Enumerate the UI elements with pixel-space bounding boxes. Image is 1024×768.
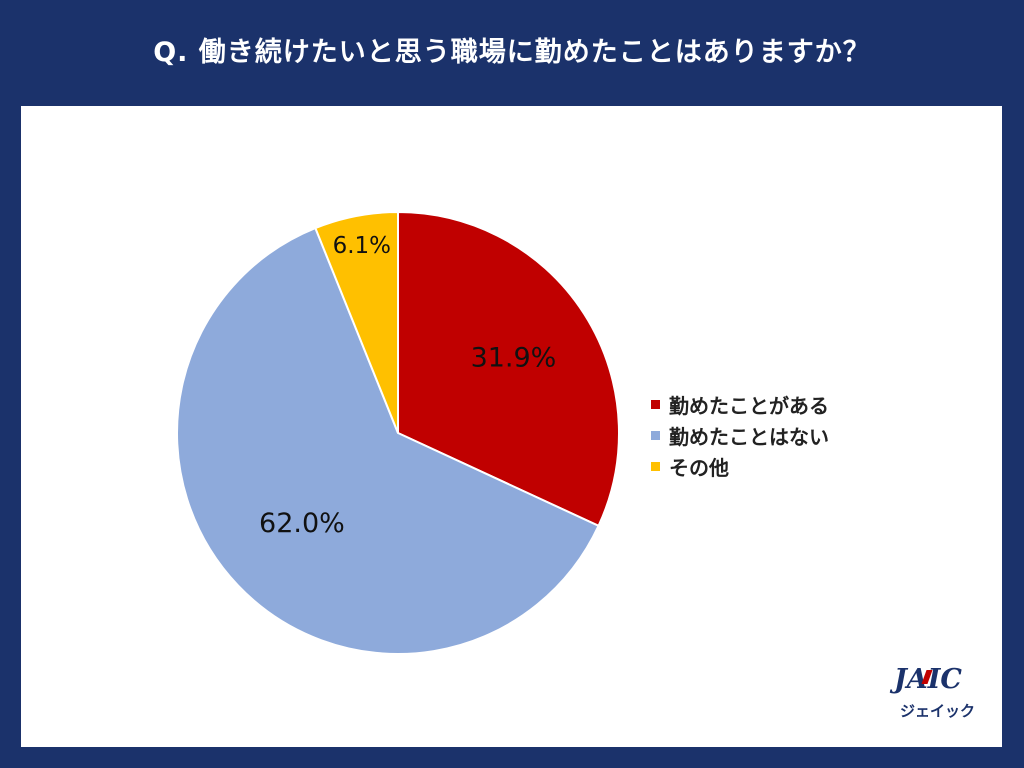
slice-value-label-3: 6.1% [333,233,391,259]
legend-item-2: 勤めたことはない [651,420,911,451]
legend-item-3: その他 [651,451,911,482]
pie-slice-1 [397,210,620,528]
logo-sub-text: ジェイック [900,702,976,720]
legend-swatch [651,462,660,471]
slice-value-label-1: 31.9% [471,343,557,374]
legend-swatch [651,431,660,440]
legend-label: 勤めたことはない [669,425,829,449]
pie-chart: 31.9% 62.0% 6.1% [176,210,620,655]
legend-label: その他 [669,456,729,480]
legend-label: 勤めたことがある [669,394,829,418]
pie-slice-3 [314,210,399,434]
legend-swatch [651,400,660,409]
chart-legend: 勤めたことがある 勤めたことはない その他 [651,389,911,482]
pie-slice-2 [176,226,600,655]
question-title: Q. 働き続けたいと思う職場に勤めたことはありますか？ [153,37,871,68]
slice-value-label-2: 62.0% [259,508,345,539]
jaic-logo: JAIC ジェイック [886,664,996,734]
legend-item-1: 勤めたことがある [651,389,911,420]
